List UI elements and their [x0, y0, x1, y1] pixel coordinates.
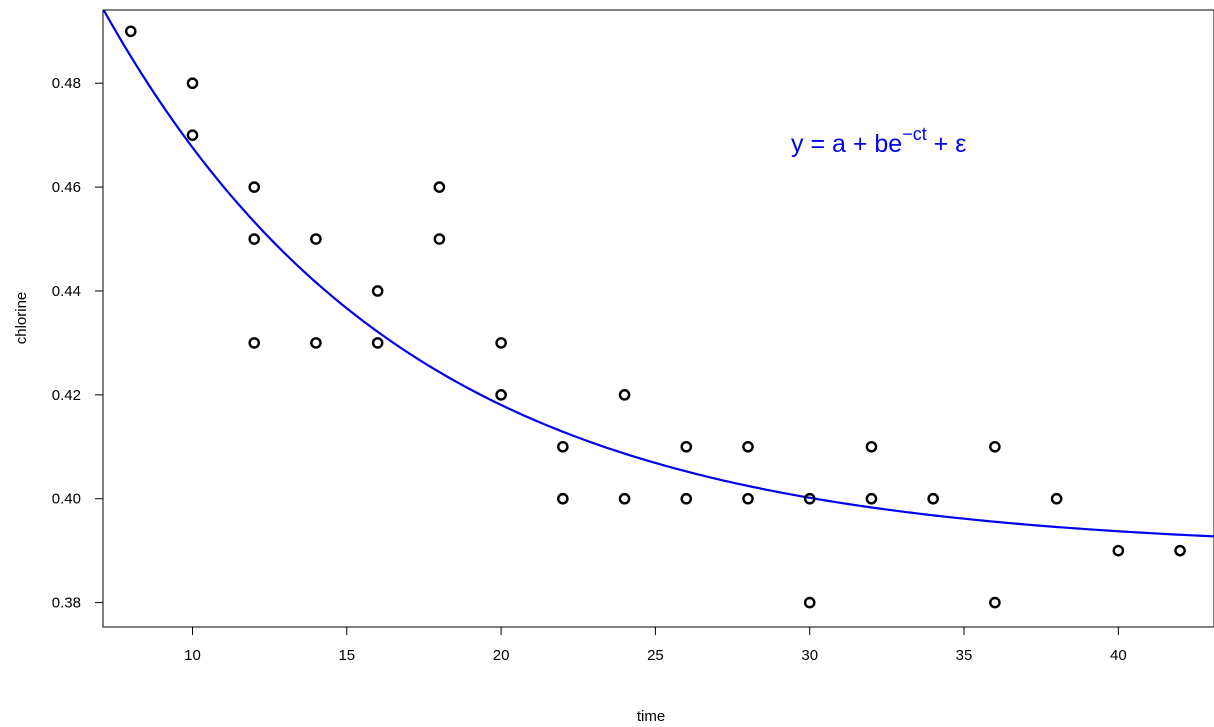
- x-axis-title: time: [637, 708, 665, 725]
- y-tick-label: 0.48: [52, 75, 81, 92]
- data-point: [433, 181, 446, 193]
- data-point: [989, 596, 1001, 609]
- data-point: [927, 492, 939, 505]
- data-point: [310, 233, 322, 245]
- data-point: [248, 181, 261, 193]
- data-point: [248, 337, 261, 349]
- x-tick-label: 40: [1110, 647, 1127, 664]
- data-point: [557, 492, 569, 505]
- data-point: [1174, 544, 1186, 557]
- data-point: [310, 337, 322, 349]
- x-tick-label: 30: [801, 647, 818, 664]
- data-point: [618, 389, 631, 401]
- equation-suffix: + ε: [927, 130, 967, 158]
- data-point: [433, 233, 446, 245]
- data-point: [186, 77, 199, 90]
- plot-frame: [102, 9, 1214, 628]
- data-point: [495, 337, 507, 349]
- data-point: [186, 129, 199, 141]
- fit-curve-line: [103, 10, 1214, 538]
- data-points: [124, 25, 1186, 609]
- y-axis: 0.38 0.40 0.42 0.44 0.46 0.48: [52, 75, 103, 612]
- data-point: [803, 596, 816, 609]
- equation-annotation: y = a + be−ct + ε: [791, 124, 966, 158]
- y-axis-title: chlorine: [13, 292, 30, 345]
- data-point: [124, 25, 137, 38]
- equation-superscript: −ct: [902, 124, 927, 144]
- data-point: [1050, 492, 1063, 505]
- x-tick-label: 35: [956, 647, 973, 664]
- y-tick-label: 0.40: [52, 491, 81, 508]
- data-point: [557, 440, 569, 453]
- data-point: [680, 440, 693, 453]
- data-point: [680, 492, 693, 505]
- data-point: [495, 389, 507, 401]
- data-point: [989, 440, 1001, 453]
- y-tick-label: 0.42: [52, 387, 81, 404]
- x-tick-label: 15: [338, 647, 355, 664]
- x-axis: 10 15 20 25 30 35 40: [184, 627, 1127, 664]
- data-point: [865, 440, 878, 453]
- y-tick-label: 0.38: [52, 595, 81, 612]
- x-tick-label: 10: [184, 647, 201, 664]
- y-tick-label: 0.46: [52, 179, 81, 196]
- x-tick-label: 25: [647, 647, 664, 664]
- data-point: [371, 337, 384, 349]
- data-point: [618, 492, 631, 505]
- data-point: [742, 440, 754, 453]
- data-point: [742, 492, 754, 505]
- data-point: [371, 285, 384, 297]
- equation-prefix: y = a + be: [791, 130, 902, 158]
- data-point: [1112, 544, 1125, 557]
- y-tick-label: 0.44: [52, 283, 81, 300]
- data-point: [248, 233, 261, 245]
- data-point: [865, 492, 878, 505]
- data-point: [803, 492, 816, 505]
- x-tick-label: 20: [493, 647, 510, 664]
